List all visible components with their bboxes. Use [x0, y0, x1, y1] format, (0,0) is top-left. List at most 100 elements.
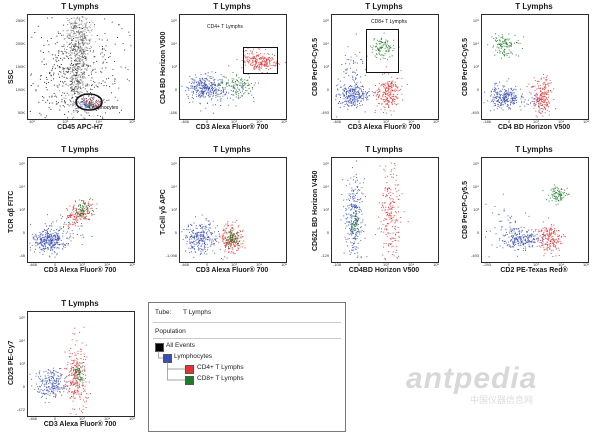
- scatter-point: [236, 240, 238, 242]
- scatter-point: [214, 85, 216, 86]
- y-tick-label: 10⁴: [170, 41, 177, 46]
- scatter-point: [234, 233, 235, 235]
- scatter-point: [493, 97, 495, 99]
- scatter-point: [398, 231, 400, 233]
- scatter-point: [76, 63, 78, 64]
- scatter-point: [524, 105, 526, 107]
- scatter-point: [362, 94, 364, 96]
- scatter-point: [74, 86, 76, 88]
- scatter-point: [495, 96, 497, 98]
- scatter-point: [197, 235, 199, 237]
- scatter-point: [362, 99, 364, 101]
- scatter-point: [225, 238, 226, 239]
- scatter-point: [351, 105, 353, 106]
- scatter-point: [69, 35, 71, 37]
- scatter-point: [530, 241, 532, 243]
- scatter-point: [348, 75, 350, 77]
- scatter-point: [86, 58, 88, 60]
- scatter-point: [247, 79, 249, 81]
- x-tick-label: 10⁴: [104, 262, 111, 267]
- scatter-point: [198, 247, 200, 249]
- scatter-point: [79, 47, 81, 49]
- scatter-point: [211, 97, 213, 99]
- scatter-point: [506, 53, 508, 55]
- scatter-point: [256, 67, 258, 68]
- scatter-point: [187, 88, 189, 90]
- scatter-point: [80, 87, 81, 89]
- scatter-point: [221, 258, 223, 259]
- scatter-point: [74, 33, 76, 35]
- scatter-point: [517, 42, 519, 44]
- scatter-point: [543, 97, 545, 99]
- scatter-point: [87, 27, 88, 29]
- scatter-point: [350, 94, 352, 96]
- scatter-point: [197, 238, 199, 240]
- scatter-point: [75, 58, 77, 60]
- scatter-point: [91, 29, 93, 30]
- scatter-point: [342, 89, 344, 91]
- scatter-point: [514, 240, 516, 241]
- scatter-point: [81, 23, 83, 25]
- x-tick-label: 10²: [29, 119, 35, 124]
- scatter-point: [189, 228, 191, 230]
- scatter-point: [492, 46, 494, 48]
- scatter-point: [70, 240, 72, 242]
- scatter-point: [204, 83, 206, 85]
- scatter-point: [514, 242, 516, 244]
- scatter-point: [397, 206, 399, 208]
- scatter-point: [345, 88, 347, 90]
- scatter-point: [97, 102, 99, 104]
- scatter-point: [71, 75, 73, 77]
- scatter-point: [215, 227, 217, 229]
- scatter-point: [213, 90, 215, 92]
- scatter-point: [502, 86, 504, 88]
- scatter-point: [401, 93, 403, 95]
- scatter-point: [193, 245, 195, 247]
- scatter-point: [519, 230, 521, 232]
- scatter-point: [531, 229, 533, 231]
- scatter-point: [394, 202, 396, 204]
- scatter-point: [53, 78, 54, 80]
- scatter-point: [357, 231, 359, 233]
- scatter-point: [348, 59, 350, 60]
- scatter-point: [263, 64, 265, 66]
- scatter-point: [511, 232, 513, 234]
- scatter-point: [203, 240, 205, 242]
- scatter-point: [503, 99, 505, 101]
- scatter-point: [339, 106, 341, 108]
- scatter-point: [212, 94, 214, 96]
- scatter-point: [392, 98, 394, 100]
- scatter-point: [86, 213, 88, 215]
- scatter-point: [193, 98, 195, 100]
- scatter-point: [231, 232, 233, 234]
- scatter-point: [526, 231, 528, 233]
- scatter-point: [86, 84, 88, 86]
- scatter-point: [266, 62, 268, 64]
- scatter-point: [517, 238, 518, 240]
- scatter-point: [79, 55, 81, 57]
- scatter-point: [210, 244, 212, 246]
- scatter-point: [72, 90, 74, 92]
- scatter-point: [81, 106, 83, 108]
- scatter-point: [71, 230, 73, 232]
- scatter-point: [242, 84, 244, 86]
- scatter-point: [363, 86, 365, 88]
- scatter-point: [85, 105, 87, 107]
- scatter-point: [231, 237, 233, 239]
- scatter-point: [244, 64, 246, 66]
- scatter-point: [390, 174, 392, 175]
- scatter-point: [355, 223, 357, 225]
- scatter-point: [81, 52, 82, 54]
- scatter-point: [229, 235, 231, 237]
- x-tick-label: 10⁵: [281, 262, 288, 267]
- scatter-point: [60, 240, 62, 241]
- scatter-point: [44, 238, 46, 240]
- scatter-point: [195, 89, 197, 91]
- scatter-point: [361, 95, 363, 97]
- scatter-point: [84, 55, 86, 57]
- scatter-point: [496, 100, 498, 101]
- scatter-point: [77, 82, 79, 84]
- scatter-point: [233, 228, 235, 230]
- scatter-point: [46, 76, 48, 78]
- scatter-point: [354, 216, 356, 218]
